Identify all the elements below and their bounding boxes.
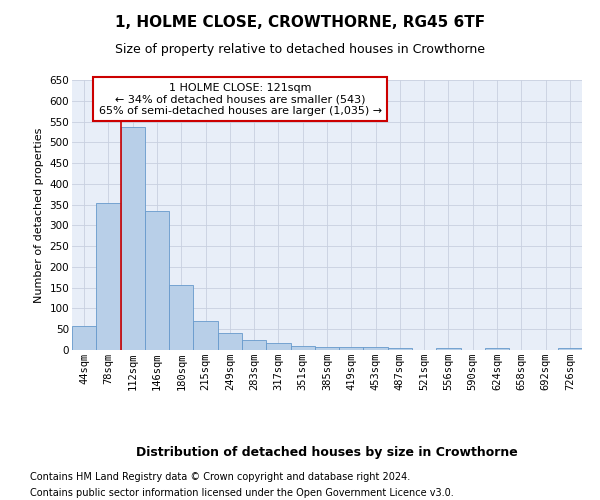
Bar [242, 340, 266, 350]
Text: Contains public sector information licensed under the Open Government Licence v3: Contains public sector information licen… [30, 488, 454, 498]
Text: Size of property relative to detached houses in Crowthorne: Size of property relative to detached ho… [115, 42, 485, 56]
Text: Contains HM Land Registry data © Crown copyright and database right 2024.: Contains HM Land Registry data © Crown c… [30, 472, 410, 482]
Bar [290, 346, 315, 350]
Bar [121, 127, 145, 350]
Bar [388, 348, 412, 350]
Bar [266, 344, 290, 350]
Bar [218, 332, 242, 350]
Bar [193, 321, 218, 350]
Bar [145, 212, 169, 350]
Bar [315, 346, 339, 350]
Y-axis label: Number of detached properties: Number of detached properties [34, 128, 44, 302]
Bar [339, 346, 364, 350]
Bar [485, 348, 509, 350]
Bar [96, 203, 121, 350]
Bar [436, 348, 461, 350]
Text: 1 HOLME CLOSE: 121sqm
← 34% of detached houses are smaller (543)
65% of semi-det: 1 HOLME CLOSE: 121sqm ← 34% of detached … [99, 82, 382, 116]
Bar [72, 326, 96, 350]
Bar [558, 348, 582, 350]
Bar [364, 346, 388, 350]
X-axis label: Distribution of detached houses by size in Crowthorne: Distribution of detached houses by size … [136, 446, 518, 459]
Bar [169, 285, 193, 350]
Text: 1, HOLME CLOSE, CROWTHORNE, RG45 6TF: 1, HOLME CLOSE, CROWTHORNE, RG45 6TF [115, 15, 485, 30]
